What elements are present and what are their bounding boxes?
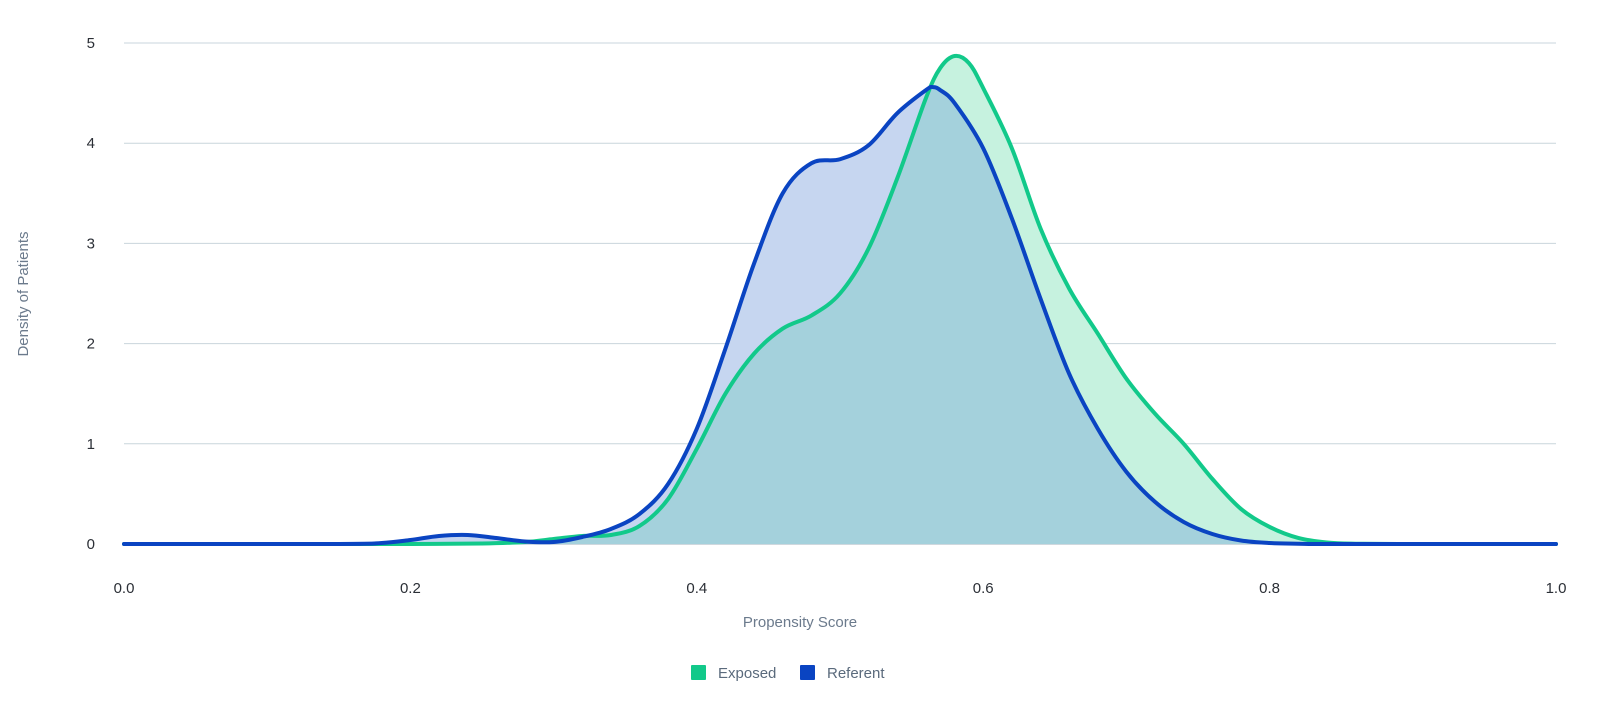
y-tick-label: 0 xyxy=(87,536,95,553)
y-axis-ticks: 0 1 2 3 4 5 xyxy=(87,35,95,553)
legend-label-exposed: Exposed xyxy=(718,665,776,682)
x-tick-label: 0.8 xyxy=(1259,580,1280,597)
y-tick-label: 5 xyxy=(87,35,95,52)
overlap-area xyxy=(124,86,1556,544)
referent-line xyxy=(122,84,1558,547)
y-tick-label: 1 xyxy=(87,436,95,453)
legend: Exposed Referent xyxy=(691,665,885,682)
x-tick-label: 0.4 xyxy=(686,580,707,597)
x-axis-title: Propensity Score xyxy=(743,614,857,631)
x-tick-label: 0.0 xyxy=(114,580,135,597)
y-tick-label: 2 xyxy=(87,336,95,353)
series-lines xyxy=(122,53,1558,547)
legend-swatch-exposed xyxy=(691,665,706,680)
legend-swatch-referent xyxy=(800,665,815,680)
y-tick-label: 3 xyxy=(87,235,95,252)
x-axis-ticks: 0.0 0.2 0.4 0.6 0.8 1.0 xyxy=(114,580,1567,597)
legend-label-referent: Referent xyxy=(827,665,885,682)
y-axis-title: Density of Patients xyxy=(15,231,32,356)
x-tick-label: 0.2 xyxy=(400,580,421,597)
plot-areas xyxy=(124,55,1556,545)
x-tick-label: 0.6 xyxy=(973,580,994,597)
x-tick-label: 1.0 xyxy=(1546,580,1567,597)
y-tick-label: 4 xyxy=(87,135,95,152)
